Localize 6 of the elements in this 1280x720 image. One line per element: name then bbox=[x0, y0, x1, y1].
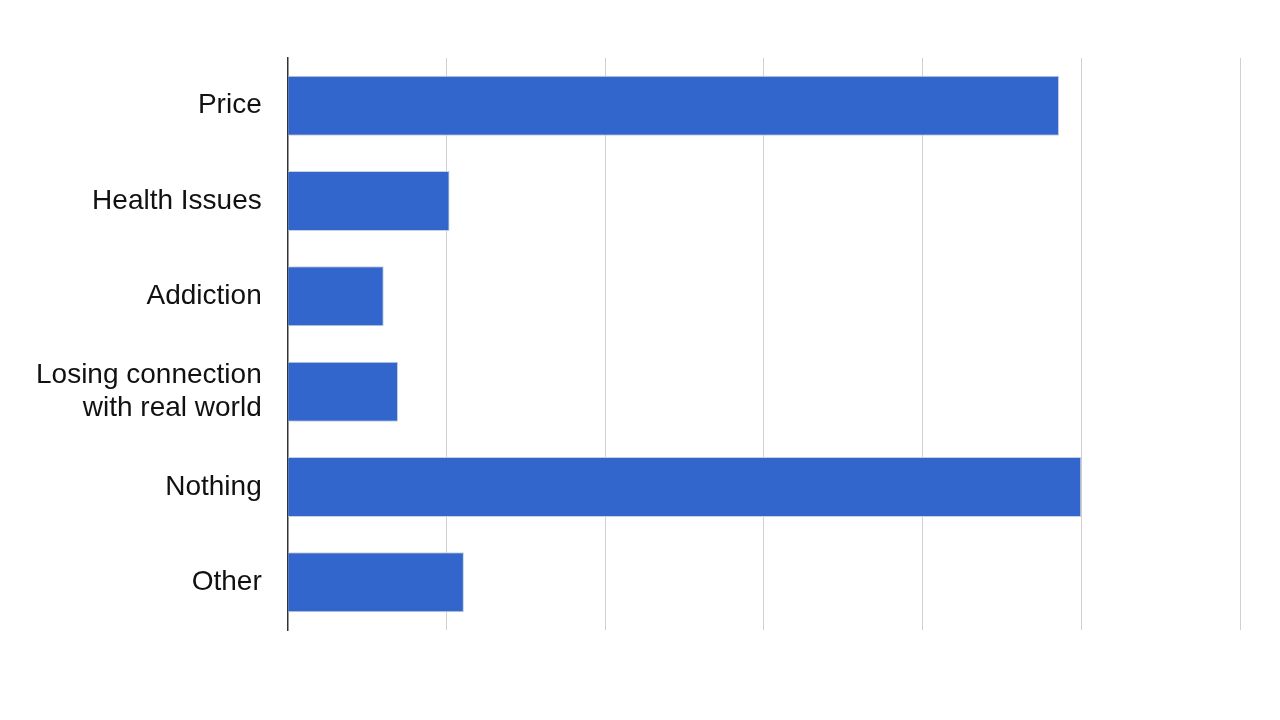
y-tick-label: Other bbox=[191, 565, 262, 597]
y-tick-label: Losing connection with real world bbox=[35, 357, 262, 423]
y-tick-label: Health Issues bbox=[92, 183, 262, 215]
y-tick-label: Nothing bbox=[165, 469, 262, 501]
y-tick-label: Addiction bbox=[146, 279, 262, 311]
y-tick-label: Price bbox=[197, 88, 262, 120]
